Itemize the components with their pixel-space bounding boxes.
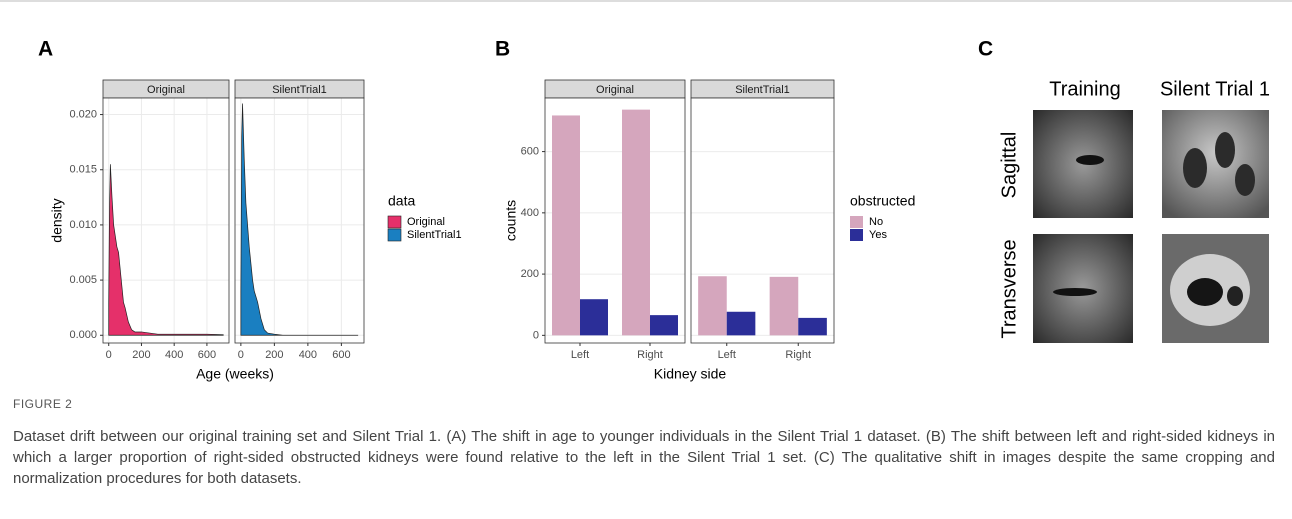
page: A B C Training Silent Trial 1 Sagittal T… [0,0,1292,519]
x-tick-label: 200 [132,349,150,361]
panel-letter: A [38,38,53,61]
y-axis-title: counts [503,200,519,241]
x-tick-label: 0 [106,349,112,361]
legend-title: data [388,193,415,209]
facet-title: Original [596,84,634,96]
row-header: Transverse [998,239,1020,338]
facet-title: Original [147,84,185,96]
x-tick-label: Left [571,349,589,361]
ultrasound-image [1162,110,1269,218]
x-tick-label: 400 [299,349,317,361]
caption-text: Dataset drift between our original train… [13,426,1275,489]
bar [727,312,756,336]
facet-title: SilentTrial1 [272,84,327,96]
y-tick-label: 400 [521,207,539,219]
x-tick-label: 600 [332,349,350,361]
legend-label: Original [407,216,445,228]
legend-key [850,216,863,228]
column-header: Silent Trial 1 [1160,78,1270,100]
ultrasound-image [1033,110,1133,218]
x-tick-label: Right [637,349,663,361]
legend-label: No [869,216,883,228]
bar [798,318,827,335]
row-header: Sagittal [998,132,1020,199]
x-tick-label: 200 [265,349,283,361]
figure: A B C Training Silent Trial 1 Sagittal T… [0,0,1292,390]
bar [770,277,799,335]
y-tick-label: 0.010 [69,219,97,231]
y-tick-label: 200 [521,268,539,280]
legend-title: obstructed [850,193,915,209]
ultrasound-image [1033,234,1133,343]
y-tick-label: 600 [521,146,539,158]
x-tick-label: 600 [198,349,216,361]
y-tick-label: 0.020 [69,108,97,120]
bar [622,110,650,336]
legend-label: SilentTrial1 [407,229,462,241]
bar [650,315,678,335]
x-tick-label: Left [718,349,736,361]
legend-key [388,229,401,241]
x-axis-title: Kidney side [654,366,727,382]
legend-label: Yes [869,229,887,241]
bar [698,276,727,335]
bar [580,299,608,335]
y-tick-label: 0.015 [69,164,97,176]
bar [552,115,580,335]
legend-key [850,229,863,241]
y-tick-label: 0.005 [69,274,97,286]
panel-letter: B [495,38,510,61]
x-tick-label: 0 [238,349,244,361]
legend-key [388,216,401,228]
y-tick-label: 0 [533,329,539,341]
x-tick-label: Right [785,349,811,361]
ultrasound-image [1162,234,1269,343]
caption-label: FIGURE 2 [13,397,72,411]
panel-letter: C [978,38,993,61]
column-header: Training [1049,78,1121,100]
facet-title: SilentTrial1 [735,84,790,96]
x-axis-title: Age (weeks) [196,366,274,382]
x-tick-label: 400 [165,349,183,361]
y-tick-label: 0.000 [69,329,97,341]
y-axis-title: density [49,198,65,242]
